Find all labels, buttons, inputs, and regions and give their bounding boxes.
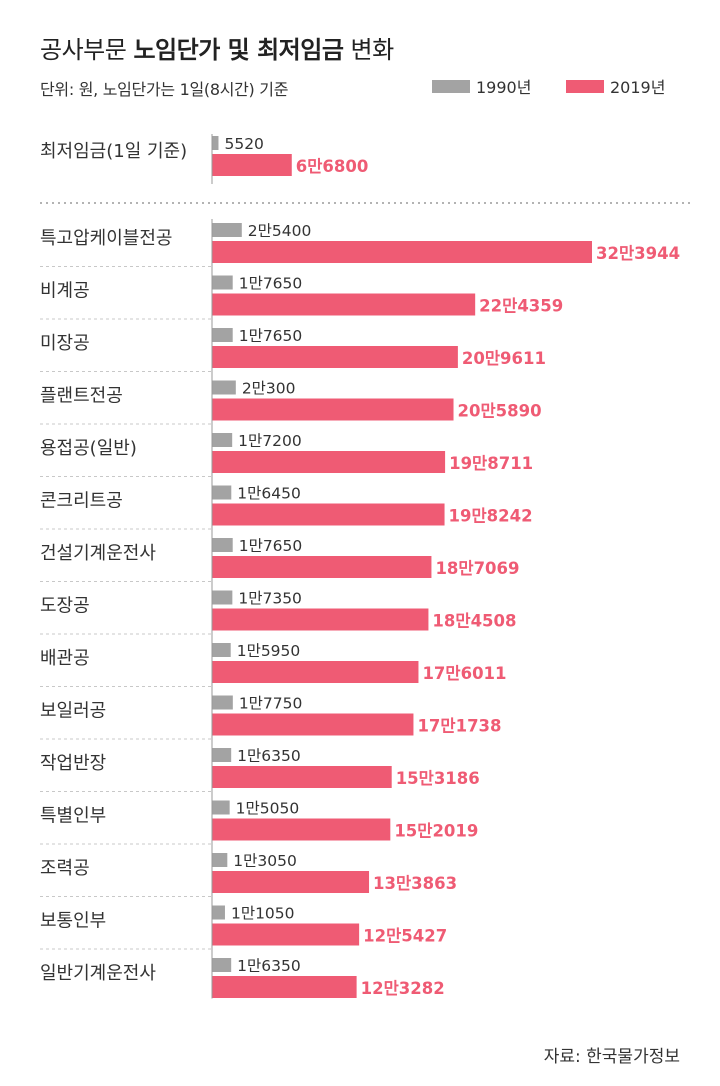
category-label: 보통인부	[40, 911, 106, 932]
category-label: 작업반장	[40, 753, 106, 774]
bar-2019	[212, 608, 429, 631]
value-label-2019: 32만3944	[596, 244, 680, 263]
value-label-2019: 6만6800	[296, 157, 369, 176]
value-label-2019: 15만2019	[394, 822, 478, 841]
bar-1990	[212, 853, 228, 867]
bar-2019	[212, 923, 360, 946]
bar-1990	[212, 905, 225, 920]
category-label: 보일러공	[40, 701, 106, 722]
bar-1990	[212, 748, 232, 762]
bar-2019	[212, 766, 392, 788]
value-label-1990: 1만3050	[233, 852, 297, 870]
value-label-2019: 18만4508	[432, 612, 516, 631]
category-label: 용접공(일반)	[40, 438, 137, 459]
bar-1990	[212, 590, 233, 605]
bar-2019	[212, 241, 592, 263]
title-suffix: 변화	[350, 36, 395, 64]
value-label-1990: 1만7350	[238, 590, 302, 608]
value-label-2019: 13만3863	[373, 874, 457, 893]
bar-2019	[212, 346, 458, 368]
value-label-2019: 12만5427	[363, 927, 447, 946]
bar-2019	[212, 661, 419, 683]
value-label-1990: 1만7650	[239, 537, 303, 555]
title-bold: 노임단가 및 최저임금	[133, 36, 344, 64]
bar-2019	[212, 398, 454, 421]
value-label-1990: 1만7650	[239, 275, 303, 293]
category-label: 특고압케이블전공	[40, 228, 172, 249]
legend-label-2019: 2019년	[610, 78, 666, 97]
bar-2019	[212, 818, 391, 841]
value-label-1990: 2만5400	[248, 222, 312, 240]
value-label-2019: 18만7069	[435, 559, 519, 578]
value-label-1990: 1만6350	[237, 747, 301, 765]
category-label: 조력공	[40, 858, 90, 879]
bar-2019	[212, 556, 432, 578]
category-label: 도장공	[40, 596, 90, 617]
value-label-1990: 1만5950	[237, 642, 301, 660]
bar-1990	[212, 485, 232, 500]
bar-1990	[212, 380, 236, 395]
bar-2019	[212, 154, 292, 176]
bar-1990	[212, 136, 219, 150]
value-label-1990: 1만7200	[238, 432, 302, 450]
value-label-1990: 1만6350	[237, 957, 301, 975]
value-label-2019: 17만6011	[422, 664, 506, 683]
value-label-1990: 1만5050	[236, 800, 300, 818]
bar-2019	[212, 293, 476, 316]
bar-1990	[212, 223, 242, 237]
bar-1990	[212, 275, 233, 290]
value-label-1990: 2만300	[242, 380, 296, 398]
value-label-2019: 20만5890	[458, 402, 542, 421]
value-label-2019: 19만8711	[449, 454, 533, 473]
legend-swatch-2019	[566, 79, 604, 93]
bar-2019	[212, 976, 357, 998]
bar-2019	[212, 713, 414, 736]
value-label-1990: 5520	[224, 135, 263, 153]
legend-swatch-1990	[432, 79, 470, 93]
bar-1990	[212, 800, 230, 815]
category-label: 배관공	[40, 648, 90, 669]
bar-1990	[212, 958, 232, 972]
legend-1990: 1990년	[432, 74, 531, 98]
bar-1990	[212, 695, 233, 710]
value-label-2019: 12만3282	[361, 979, 445, 998]
value-label-1990: 1만7750	[239, 695, 303, 713]
category-label: 플랜트전공	[40, 386, 123, 407]
category-label: 건설기계운전사	[40, 543, 156, 564]
bar-1990	[212, 433, 233, 447]
category-label: 특별인부	[40, 806, 106, 827]
bar-1990	[212, 643, 231, 657]
category-label: 일반기계운전사	[40, 963, 156, 984]
value-label-1990: 1만7650	[239, 327, 303, 345]
source-note: 자료: 한국물가정보	[543, 1047, 680, 1067]
category-label: 콘크리트공	[40, 491, 123, 512]
value-label-2019: 17만1738	[417, 717, 501, 736]
value-label-2019: 19만8242	[449, 507, 533, 526]
value-label-2019: 22만4359	[479, 297, 563, 316]
chart-title: 공사부문 노임단가 및 최저임금 변화	[40, 30, 394, 65]
bar-2019	[212, 503, 445, 526]
title-prefix: 공사부문	[40, 36, 127, 64]
category-label: 미장공	[40, 333, 90, 354]
category-label: 비계공	[40, 281, 90, 302]
bar-1990	[212, 328, 233, 342]
value-label-2019: 15만3186	[396, 769, 480, 788]
legend-label-1990: 1990년	[476, 78, 532, 97]
value-label-1990: 1만1050	[231, 905, 295, 923]
unit-note: 단위: 원, 노임단가는 1일(8시간) 기준	[40, 80, 289, 99]
legend-2019: 2019년	[566, 74, 665, 98]
value-label-2019: 20만9611	[462, 349, 546, 368]
bar-1990	[212, 538, 233, 552]
category-label: 최저임금(1일 기준)	[40, 141, 187, 162]
bar-2019	[212, 451, 446, 473]
bar-2019	[212, 871, 370, 893]
value-label-1990: 1만6450	[237, 485, 301, 503]
